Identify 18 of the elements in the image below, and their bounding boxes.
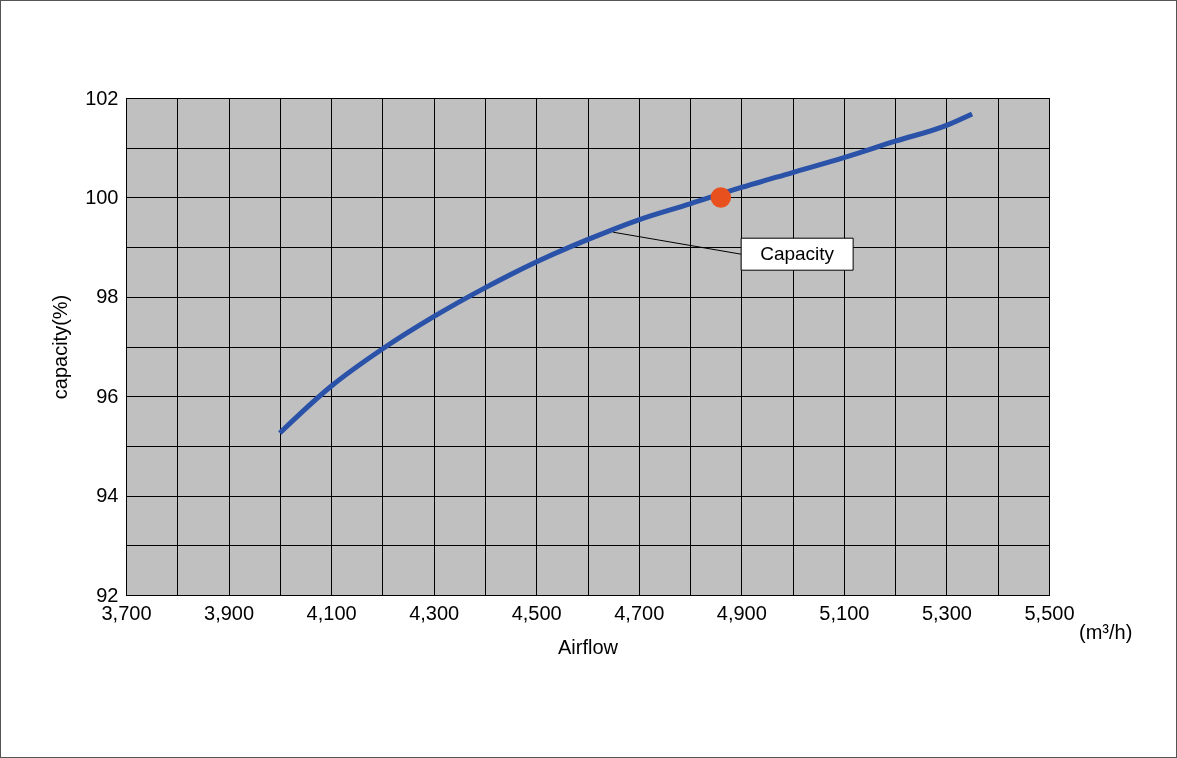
- x-tick-label: 5,500: [1024, 601, 1075, 624]
- x-tick-label: 3,900: [204, 601, 255, 624]
- y-axis-title: capacity(%): [49, 294, 72, 400]
- x-tick-label: 5,300: [921, 601, 972, 624]
- x-tick-label: 4,900: [716, 601, 767, 624]
- y-tick-label: 100: [85, 185, 119, 208]
- y-tick-label: 96: [96, 384, 119, 407]
- x-axis-title: Airflow: [557, 635, 619, 658]
- x-tick-label: 4,100: [306, 601, 357, 624]
- y-tick-label: 102: [85, 86, 119, 109]
- x-tick-label: 4,300: [409, 601, 460, 624]
- y-tick-label: 98: [96, 285, 119, 308]
- x-tick-label: 4,500: [511, 601, 562, 624]
- x-tick-label: 4,700: [614, 601, 665, 624]
- text: (m³/h): [1079, 621, 1133, 643]
- annotation: Capacity: [760, 243, 835, 265]
- y-tick-label: 94: [96, 484, 119, 507]
- x-tick-label: 5,100: [819, 601, 870, 624]
